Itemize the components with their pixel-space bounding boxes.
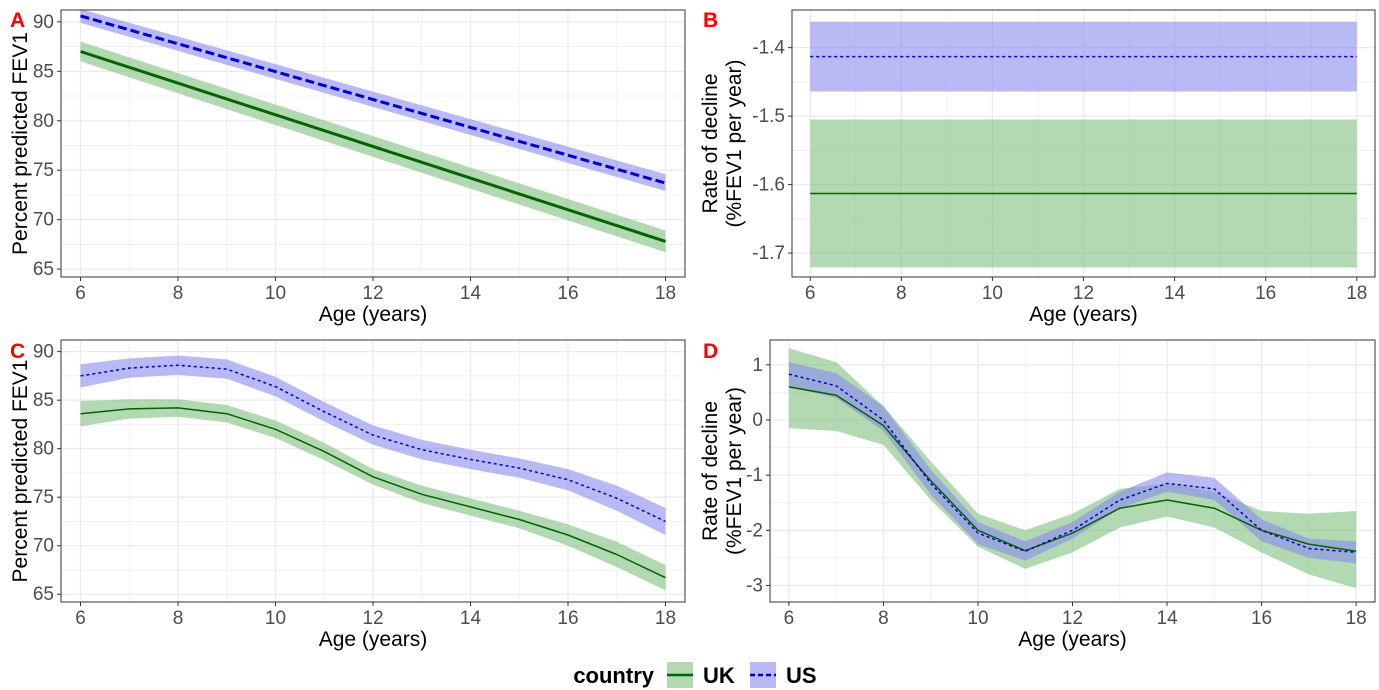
panel-tag-d: D xyxy=(703,340,718,363)
ribbon-us-c xyxy=(80,355,666,535)
y-tick-label: 85 xyxy=(33,390,54,411)
x-tick-label: 8 xyxy=(173,608,184,629)
legend-title: country xyxy=(573,663,654,688)
series-line-us-a xyxy=(80,14,666,185)
x-tick-label: 18 xyxy=(1346,608,1367,629)
x-tick-label: 12 xyxy=(1062,608,1083,629)
x-tick-label: 16 xyxy=(1251,608,1272,629)
panel-border-d xyxy=(769,339,1376,603)
x-axis-title-c: Age (years) xyxy=(319,628,428,651)
legend-key-us xyxy=(750,662,776,688)
y-tick-label: 65 xyxy=(33,259,54,280)
x-tick-label: 8 xyxy=(173,283,184,304)
panel-tag-c: C xyxy=(10,340,25,363)
y-axis-title-d-line1: Rate of decline xyxy=(699,401,722,541)
x-tick-label: 12 xyxy=(1073,283,1094,304)
x-axis-title-a: Age (years) xyxy=(319,303,428,326)
x-axis-title-b: Age (years) xyxy=(1029,303,1138,326)
ribbon-uk-d xyxy=(788,348,1357,589)
x-tick-label: 16 xyxy=(557,283,578,304)
ribbon-us-b xyxy=(810,21,1357,92)
y-tick-label: 85 xyxy=(33,61,54,82)
ribbon-us-d xyxy=(788,362,1357,564)
panel-tag-b: B xyxy=(703,9,718,32)
y-tick-label: -1.4 xyxy=(752,38,785,59)
x-tick-label: 8 xyxy=(896,283,907,304)
x-tick-label: 6 xyxy=(805,283,816,304)
y-tick-label: 70 xyxy=(33,210,54,231)
panel-border-c xyxy=(60,339,686,603)
y-tick-label: -1.5 xyxy=(752,106,785,127)
x-tick-label: 18 xyxy=(655,283,676,304)
y-tick-label: 75 xyxy=(33,487,54,508)
y-axis-title-d-line2: (%FEV1 per year) xyxy=(723,387,746,555)
x-tick-label: 14 xyxy=(460,283,482,304)
x-tick-label: 16 xyxy=(1255,283,1276,304)
panel-B: 6 8 10 12 14 16 18 -1.7 -1.6 -1.5 -1.4 Age (years) R… xyxy=(699,9,1376,326)
x-axis-title-d: Age (years) xyxy=(1018,628,1127,651)
y-axis-title-a: Percent predicted FEV1 xyxy=(9,32,32,255)
y-tick-label: 80 xyxy=(33,439,54,460)
series-line-uk-c xyxy=(80,407,666,579)
x-tick-label: 8 xyxy=(878,608,889,629)
x-tick-label: 18 xyxy=(1346,283,1367,304)
y-tick-label: -1.7 xyxy=(752,243,785,264)
y-tick-label: 90 xyxy=(33,12,54,33)
series-line-uk-d xyxy=(788,386,1357,553)
panel-D: 6 8 10 12 14 16 18 -3 -2 -1 0 1 Age (years) Rate of d… xyxy=(699,339,1376,651)
series-line-uk-a xyxy=(80,50,666,243)
x-tick-label: 12 xyxy=(362,608,383,629)
x-tick-label: 6 xyxy=(75,283,86,304)
x-tick-label: 10 xyxy=(967,608,988,629)
x-tick-label: 6 xyxy=(784,608,795,629)
panel-tag-a: A xyxy=(10,9,25,32)
legend-label-us: US xyxy=(786,663,817,688)
x-tick-label: 14 xyxy=(460,608,482,629)
x-tick-label: 10 xyxy=(265,283,286,304)
y-tick-label: -3 xyxy=(746,575,763,596)
x-tick-label: 6 xyxy=(75,608,86,629)
y-tick-label: 1 xyxy=(752,355,763,376)
y-tick-label: 90 xyxy=(33,342,54,363)
legend-key-uk xyxy=(667,662,693,688)
x-tick-label: 18 xyxy=(655,608,676,629)
gridlines-d xyxy=(770,340,1375,602)
x-tick-label: 14 xyxy=(1156,608,1178,629)
panel-border-a xyxy=(60,9,686,278)
y-tick-label: -1 xyxy=(746,465,763,486)
y-tick-label: 80 xyxy=(33,111,54,132)
panel-C: 6 8 10 12 14 16 18 65 70 75 80 85 90 Age (years) Perce… xyxy=(9,339,686,651)
legend-label-uk: UK xyxy=(703,663,735,688)
y-tick-label: 70 xyxy=(33,536,54,557)
panel-A: 6 8 10 12 14 16 18 65 70 75 80 85 90 Age (years) Perce… xyxy=(9,9,686,326)
legend: country UK US xyxy=(573,662,817,688)
y-tick-label: 0 xyxy=(752,410,763,431)
y-tick-label: -1.6 xyxy=(752,175,785,196)
panel-border-b xyxy=(791,9,1376,278)
y-tick-label: 75 xyxy=(33,160,54,181)
y-axis-title-b-line1: Rate of decline xyxy=(699,73,722,213)
x-tick-label: 14 xyxy=(1164,283,1186,304)
x-tick-label: 16 xyxy=(557,608,578,629)
y-tick-label: -2 xyxy=(746,520,763,541)
y-tick-label: 65 xyxy=(33,584,54,605)
x-tick-label: 10 xyxy=(265,608,286,629)
x-tick-label: 10 xyxy=(982,283,1003,304)
y-axis-title-c: Percent predicted FEV1 xyxy=(9,360,32,583)
series-line-us-c xyxy=(80,364,666,523)
y-axis-title-b-line2: (%FEV1 per year) xyxy=(723,59,746,227)
x-tick-label: 12 xyxy=(362,283,383,304)
